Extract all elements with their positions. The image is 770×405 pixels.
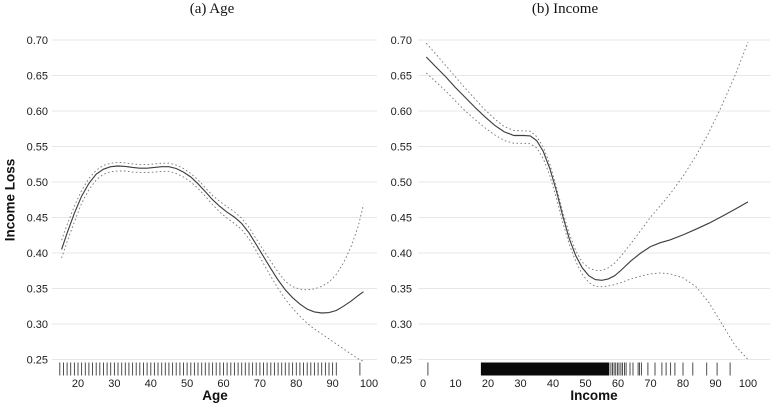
y-tick-label: 0.60 (27, 106, 48, 118)
y-tick-label: 0.65 (27, 71, 48, 83)
x-tick-label: 70 (644, 378, 656, 390)
panel-age: 0.25 0.30 0.35 0.40 0.45 0.50 0.55 0.60 0.65 0.70… (27, 35, 379, 390)
x-axis-label-income: Income (570, 388, 618, 403)
y-tick-label: 0.50 (391, 177, 412, 189)
x-tick-label: 100 (360, 378, 378, 390)
panel-a-title: (a) Age (189, 1, 235, 17)
y-tick-label: 0.70 (391, 35, 412, 47)
y-tick-label: 0.30 (391, 319, 412, 331)
y-tick-label: 0.55 (391, 142, 412, 154)
y-tick-label: 0.70 (27, 35, 48, 47)
y-tick-label: 0.40 (27, 248, 48, 260)
rug-dense-band (480, 362, 610, 376)
age-rug (59, 362, 361, 376)
y-tick-label: 0.25 (27, 355, 48, 367)
x-tick-label: 90 (326, 378, 338, 390)
x-axis-label-age: Age (202, 388, 228, 403)
x-tick-label: 30 (514, 378, 526, 390)
age-gridlines (52, 39, 377, 360)
x-tick-label: 10 (449, 378, 461, 390)
age-y-tick-labels: 0.25 0.30 0.35 0.40 0.45 0.50 0.55 0.60 0.65 0.70 (27, 35, 48, 367)
x-tick-label: 70 (254, 378, 266, 390)
y-tick-label: 0.45 (391, 213, 412, 225)
income-x-tick-labels: 0 10 20 30 40 50 60 70 80 90 100 (420, 378, 757, 390)
x-tick-label: 50 (181, 378, 193, 390)
panel-income: 0.25 0.30 0.35 0.40 0.45 0.50 0.55 0.60 0.65 0.70… (391, 35, 770, 390)
age-upper-band-curve (61, 162, 364, 291)
income-upper-band-curve (425, 41, 749, 271)
y-tick-label: 0.40 (391, 248, 412, 260)
x-tick-label: 20 (482, 378, 494, 390)
x-tick-label: 100 (739, 378, 757, 390)
x-tick-label: 0 (420, 378, 426, 390)
x-tick-label: 30 (108, 378, 120, 390)
y-tick-label: 0.50 (27, 177, 48, 189)
y-tick-label: 0.60 (391, 106, 412, 118)
x-tick-label: 90 (709, 378, 721, 390)
income-lower-band-curve (425, 72, 749, 360)
x-tick-label: 50 (579, 378, 591, 390)
age-lower-band-curve (61, 170, 364, 362)
x-tick-label: 80 (677, 378, 689, 390)
y-tick-label: 0.30 (27, 319, 48, 331)
income-estimate-curve (425, 56, 749, 281)
x-tick-label: 40 (547, 378, 559, 390)
y-tick-label: 0.35 (27, 284, 48, 296)
x-tick-label: 20 (72, 378, 84, 390)
income-rug (427, 362, 731, 376)
x-tick-label: 40 (145, 378, 157, 390)
income-y-tick-labels: 0.25 0.30 0.35 0.40 0.45 0.50 0.55 0.60 0.65 0.70 (391, 35, 412, 367)
y-tick-label: 0.25 (391, 355, 412, 367)
x-tick-label: 80 (290, 378, 302, 390)
income-gridlines (418, 39, 770, 360)
y-tick-label: 0.45 (27, 213, 48, 225)
y-axis-label: Income Loss (2, 158, 18, 242)
y-tick-label: 0.55 (27, 142, 48, 154)
x-tick-label: 60 (217, 378, 229, 390)
y-tick-label: 0.35 (391, 284, 412, 296)
panel-b-title: (b) Income (531, 1, 599, 17)
age-x-tick-labels: 20 30 40 50 60 70 80 90 100 (72, 378, 378, 390)
y-tick-label: 0.65 (391, 71, 412, 83)
age-estimate-curve (61, 165, 364, 314)
x-tick-label: 60 (612, 378, 624, 390)
